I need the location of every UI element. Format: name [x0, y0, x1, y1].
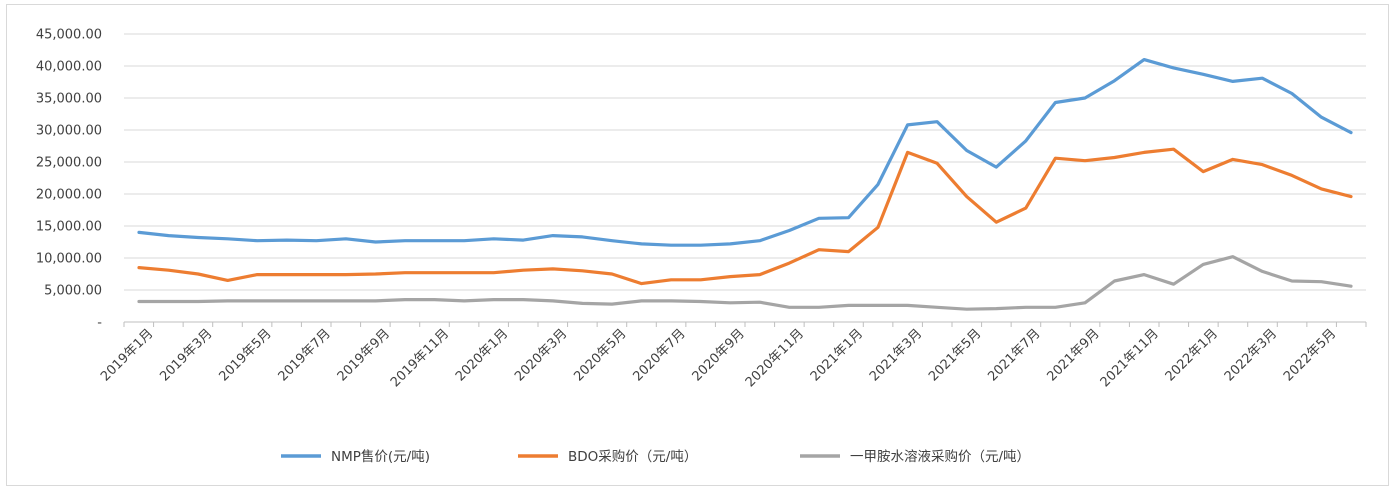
gridlines [124, 33, 1366, 291]
x-tick-label: 2022年5月 [1281, 326, 1339, 384]
y-tick-label: 45,000.00 [36, 28, 102, 43]
y-tick-label: 40,000.00 [36, 60, 102, 75]
x-tick-label: 2021年3月 [867, 326, 925, 384]
y-tick-label: 35,000.00 [36, 92, 102, 107]
series-lines [137, 57, 1353, 311]
legend: NMP售价(元/吨) BDO采购价（元/吨） 一甲胺水溶液采购价（元/吨） [281, 449, 1030, 465]
chart-frame [6, 4, 1389, 486]
series-line [137, 147, 1353, 286]
y-tick-label: 5,000.00 [44, 284, 102, 299]
y-tick-label: 20,000.00 [36, 188, 102, 203]
y-tick-label: 30,000.00 [36, 124, 102, 139]
legend-label: NMP售价(元/吨) [331, 449, 430, 465]
x-tick-label: 2021年7月 [985, 326, 1043, 384]
x-tick-label: 2020年9月 [690, 326, 748, 384]
x-tick-label: 2021年5月 [926, 326, 984, 384]
y-tick-label: 15,000.00 [36, 220, 102, 235]
x-tick-label: 2022年1月 [1163, 326, 1221, 384]
x-tick-label: 2021年11月 [1098, 326, 1162, 390]
x-tick-label: 2020年11月 [743, 326, 807, 390]
x-tick-label: 2022年3月 [1222, 326, 1280, 384]
legend-label: BDO采购价（元/吨） [568, 449, 697, 465]
y-tick-label: - [97, 316, 102, 331]
x-tick-label: 2020年5月 [571, 326, 629, 384]
x-tick-label: 2020年1月 [453, 326, 511, 384]
series-line [137, 255, 1353, 311]
x-tick-label: 2019年1月 [98, 326, 156, 384]
x-tick-label: 2020年7月 [630, 326, 688, 384]
x-tick-label: 2021年1月 [808, 326, 866, 384]
series-line [137, 57, 1353, 247]
y-axis-ticks: - 5,000.00 10,000.00 15,000.00 20,000.00 25,0… [36, 28, 102, 331]
x-tick-label: 2019年7月 [276, 326, 334, 384]
x-tick-label: 2020年3月 [512, 326, 570, 384]
y-tick-label: 10,000.00 [36, 252, 102, 267]
x-tick-label: 2019年5月 [216, 326, 274, 384]
x-tick-label: 2019年11月 [388, 326, 452, 390]
x-axis: 2019年1月 2019年3月 2019年5月 2019年7月 2019年9月2019年… [98, 321, 1367, 390]
x-tick-label: 2021年9月 [1044, 326, 1102, 384]
legend-label: 一甲胺水溶液采购价（元/吨） [850, 449, 1030, 465]
y-tick-label: 25,000.00 [36, 156, 102, 171]
x-tick-label: 2019年9月 [335, 326, 393, 384]
x-tick-label: 2019年3月 [157, 326, 215, 384]
